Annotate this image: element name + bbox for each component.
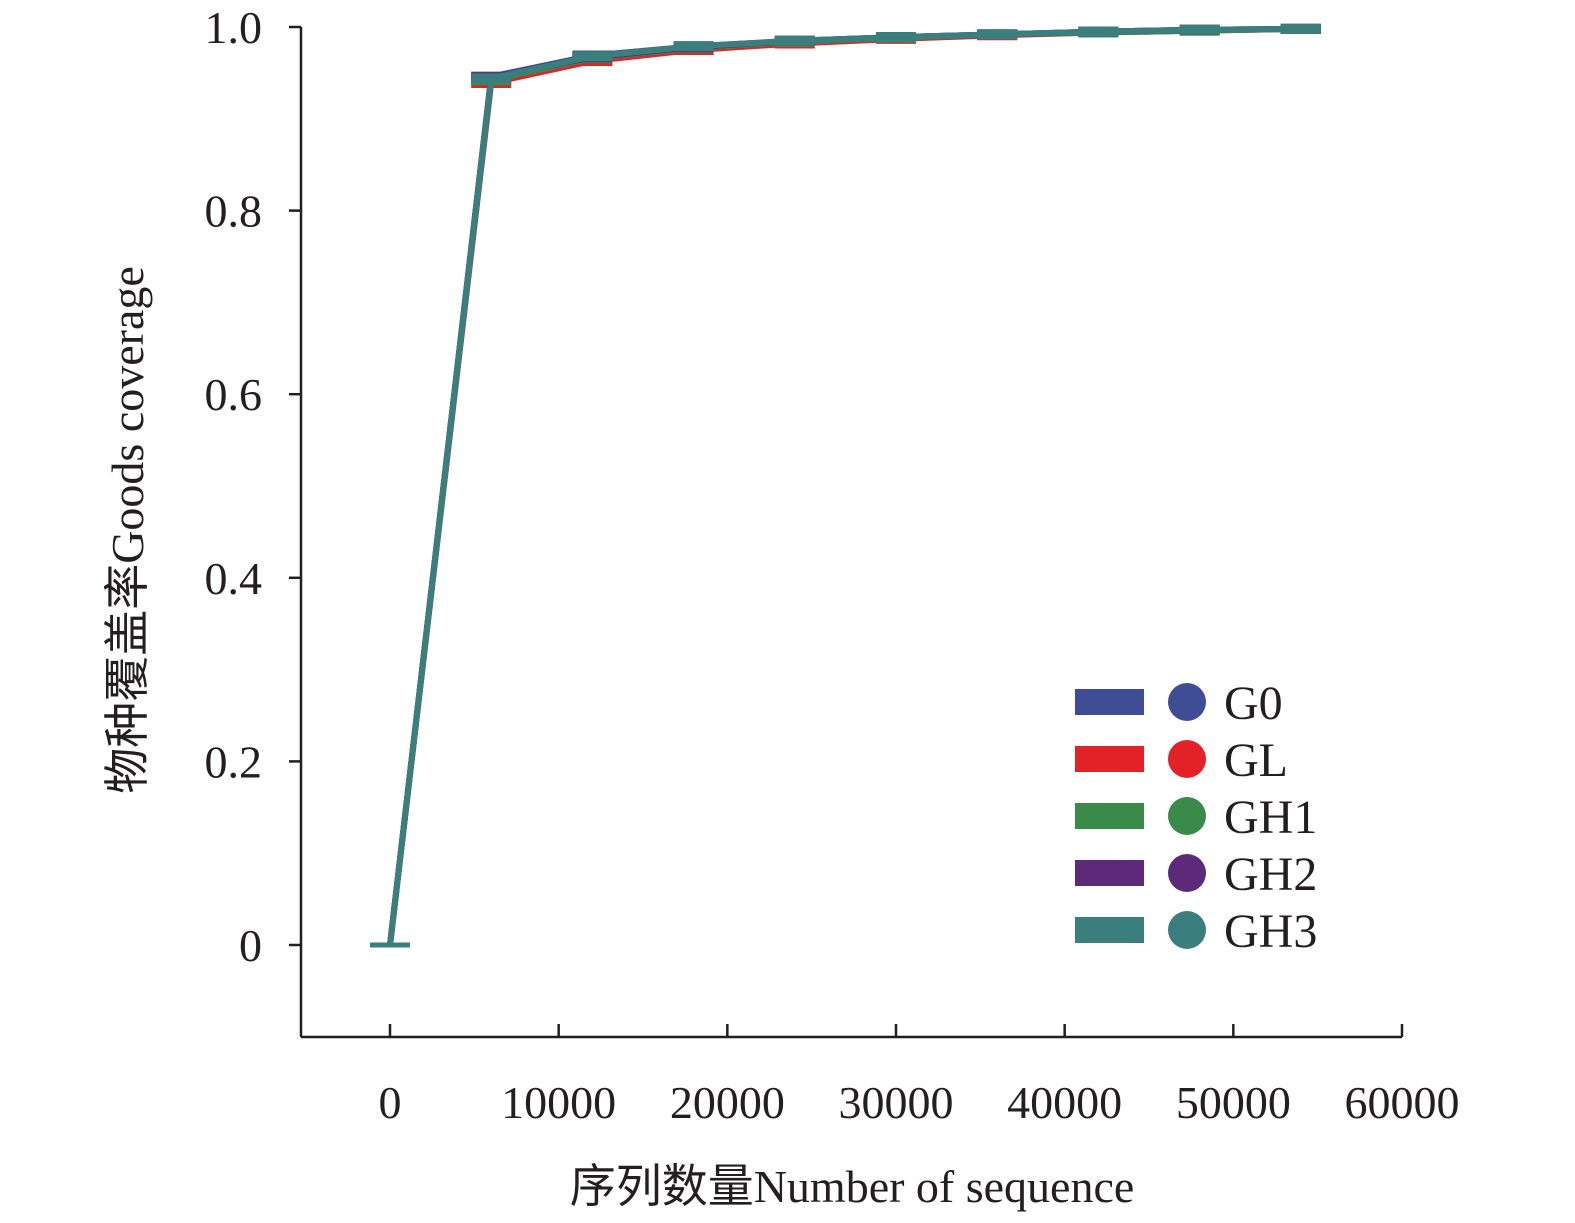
legend-label: G0 bbox=[1224, 677, 1283, 730]
legend-label: GH3 bbox=[1224, 905, 1317, 958]
y-axis-label: 物种覆盖率Goods coverage bbox=[102, 266, 153, 794]
series-line bbox=[387, 25, 1301, 946]
legend-item-gh1: GH1 bbox=[1075, 791, 1317, 844]
legend-label: GH2 bbox=[1224, 848, 1317, 901]
y-ticks: 0 0.2 0.4 0.6 0.8 1.0 bbox=[205, 2, 301, 971]
legend-item-gh3: GH3 bbox=[1075, 905, 1317, 958]
legend-line-swatch bbox=[1075, 803, 1144, 829]
x-tick-label: 40000 bbox=[1007, 1077, 1122, 1128]
x-tick-label: 20000 bbox=[670, 1077, 785, 1128]
x-tick-label: 0 bbox=[379, 1077, 402, 1128]
series-line bbox=[387, 25, 1301, 946]
legend-line-swatch bbox=[1075, 917, 1144, 943]
legend-label: GL bbox=[1224, 734, 1288, 787]
y-tick-label: 0.2 bbox=[205, 736, 263, 787]
series-gh3 bbox=[370, 23, 1321, 948]
x-tick-label: 50000 bbox=[1176, 1077, 1291, 1128]
series-group bbox=[370, 23, 1321, 948]
legend-item-g0: G0 bbox=[1075, 677, 1283, 730]
legend-marker bbox=[1168, 683, 1206, 721]
legend-marker bbox=[1168, 854, 1206, 892]
series-line bbox=[387, 25, 1301, 946]
legend-item-gh2: GH2 bbox=[1075, 848, 1317, 901]
x-tick-label: 30000 bbox=[839, 1077, 954, 1128]
y-tick-label: 0 bbox=[239, 920, 262, 971]
y-tick-label: 0.6 bbox=[205, 369, 263, 420]
legend-marker bbox=[1168, 740, 1206, 778]
legend-line-swatch bbox=[1075, 746, 1144, 772]
y-tick-label: 1.0 bbox=[205, 2, 263, 53]
axes bbox=[299, 27, 1402, 1039]
legend-line-swatch bbox=[1075, 860, 1144, 886]
x-tick-label: 10000 bbox=[501, 1077, 616, 1128]
y-tick-label: 0.8 bbox=[205, 186, 263, 237]
legend-item-gl: GL bbox=[1075, 734, 1288, 787]
series-line bbox=[387, 25, 1301, 946]
legend-marker bbox=[1168, 797, 1206, 835]
legend-marker bbox=[1168, 911, 1206, 949]
legend-label: GH1 bbox=[1224, 791, 1317, 844]
x-axis-label: 序列数量Number of sequence bbox=[570, 1161, 1135, 1212]
x-tick-label: 60000 bbox=[1345, 1077, 1460, 1128]
y-tick-label: 0.4 bbox=[205, 553, 263, 604]
legend-line-swatch bbox=[1075, 689, 1144, 715]
x-ticks: 0 10000 20000 30000 40000 50000 60000 bbox=[379, 1024, 1460, 1128]
series-line bbox=[387, 25, 1301, 946]
